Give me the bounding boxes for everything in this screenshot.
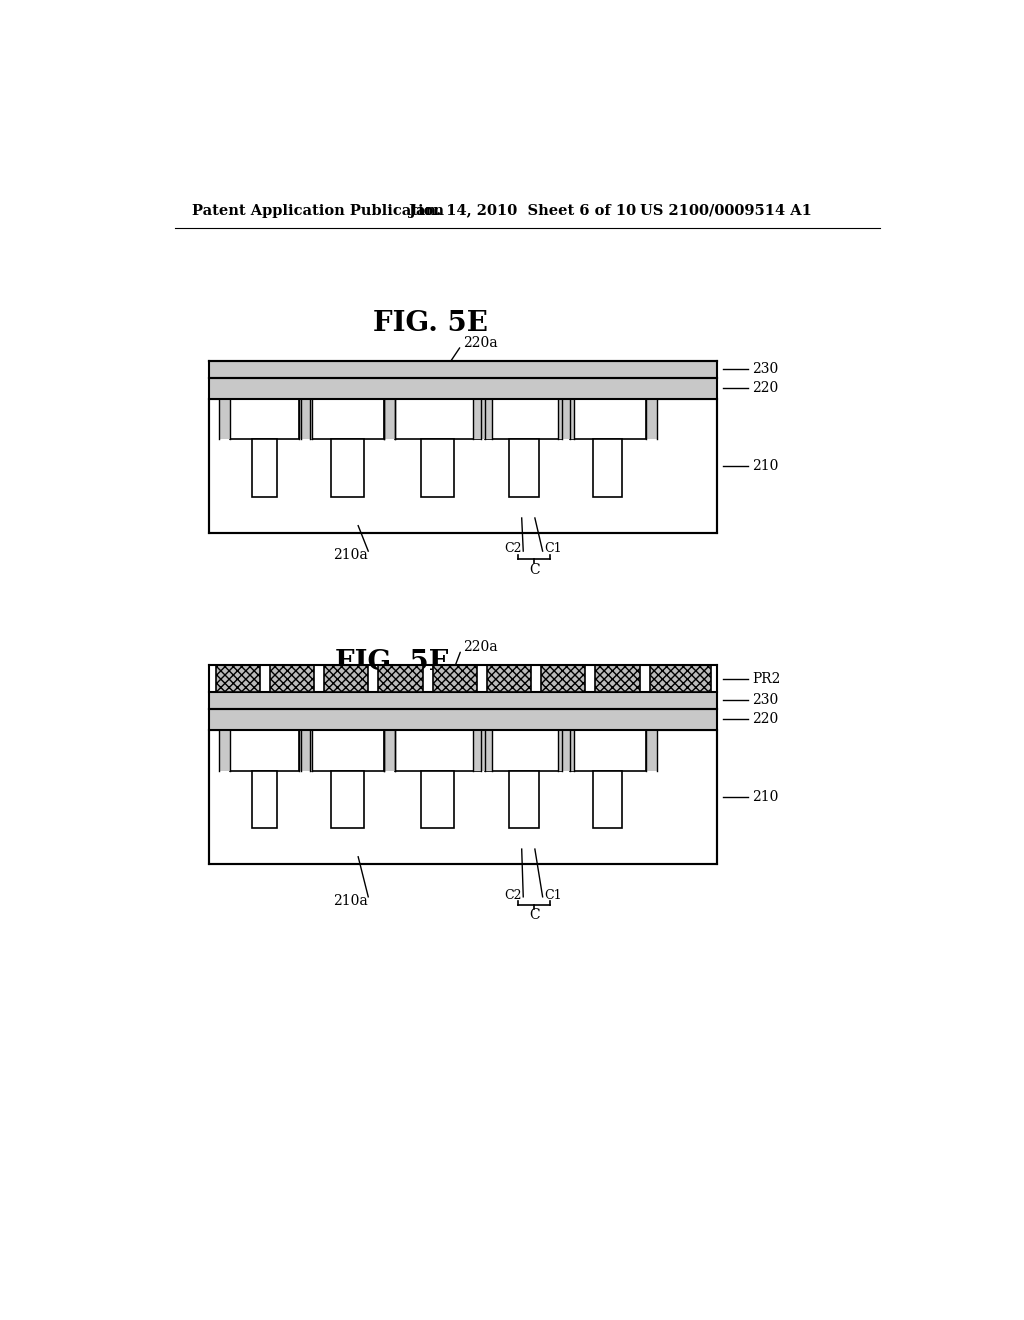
Bar [473,730,484,771]
Bar [473,399,484,440]
Bar [480,399,493,440]
Bar [486,665,531,692]
Bar [324,665,369,692]
Text: C2: C2 [504,543,521,556]
Text: C1: C1 [544,543,562,556]
Bar [384,399,395,440]
Bar [646,730,657,771]
Text: 220: 220 [752,713,778,726]
Bar [562,730,573,771]
Bar [646,399,657,440]
Bar [219,730,230,771]
Text: FIG. 5F: FIG. 5F [335,649,449,676]
Bar [252,771,276,829]
Bar [299,730,310,771]
Text: 220: 220 [752,381,778,395]
Bar [562,399,573,440]
Bar [541,665,586,692]
Bar [432,665,477,692]
Bar [209,692,717,709]
Bar [509,771,539,829]
Text: 210a: 210a [334,548,368,562]
Bar [209,360,717,378]
Text: FIG. 5E: FIG. 5E [373,310,487,338]
Bar [312,399,384,440]
Text: US 2100/0009514 A1: US 2100/0009514 A1 [640,203,811,218]
Bar [593,440,622,498]
Bar [421,771,454,829]
Text: 230: 230 [752,363,778,376]
Text: C1: C1 [544,888,562,902]
Bar [378,665,423,692]
Bar [331,440,364,498]
Bar [270,665,314,692]
Bar [384,730,395,771]
Bar [230,730,299,771]
Bar [484,730,562,771]
Bar [209,709,717,730]
Bar [395,730,480,771]
Bar [312,730,384,771]
Bar [209,378,717,399]
Bar [595,665,640,692]
Bar [484,399,562,440]
Bar [480,730,493,771]
Bar [299,399,310,440]
Bar [301,399,312,440]
Bar [209,399,717,533]
Text: 230: 230 [752,693,778,708]
Text: Jan. 14, 2010  Sheet 6 of 10: Jan. 14, 2010 Sheet 6 of 10 [409,203,636,218]
Text: 220a: 220a [463,640,498,655]
Bar [649,665,711,692]
Text: 210a: 210a [334,894,368,908]
Bar [216,665,260,692]
Bar [395,399,480,440]
Text: 220a: 220a [463,337,498,350]
Bar [331,771,364,829]
Text: C: C [528,908,540,923]
Text: PR2: PR2 [752,672,780,685]
Text: Patent Application Publication: Patent Application Publication [191,203,443,218]
Text: C2: C2 [504,888,521,902]
Bar [219,399,230,440]
Bar [569,399,646,440]
Bar [593,771,622,829]
Text: C: C [528,562,540,577]
Bar [569,730,646,771]
Text: 210: 210 [752,791,778,804]
Bar [558,399,569,440]
Bar [384,730,395,771]
Bar [384,399,395,440]
Text: 210: 210 [752,459,778,473]
Bar [209,730,717,865]
Bar [558,730,569,771]
Bar [301,730,312,771]
Bar [509,440,539,498]
Bar [421,440,454,498]
Bar [230,399,299,440]
Bar [252,440,276,498]
